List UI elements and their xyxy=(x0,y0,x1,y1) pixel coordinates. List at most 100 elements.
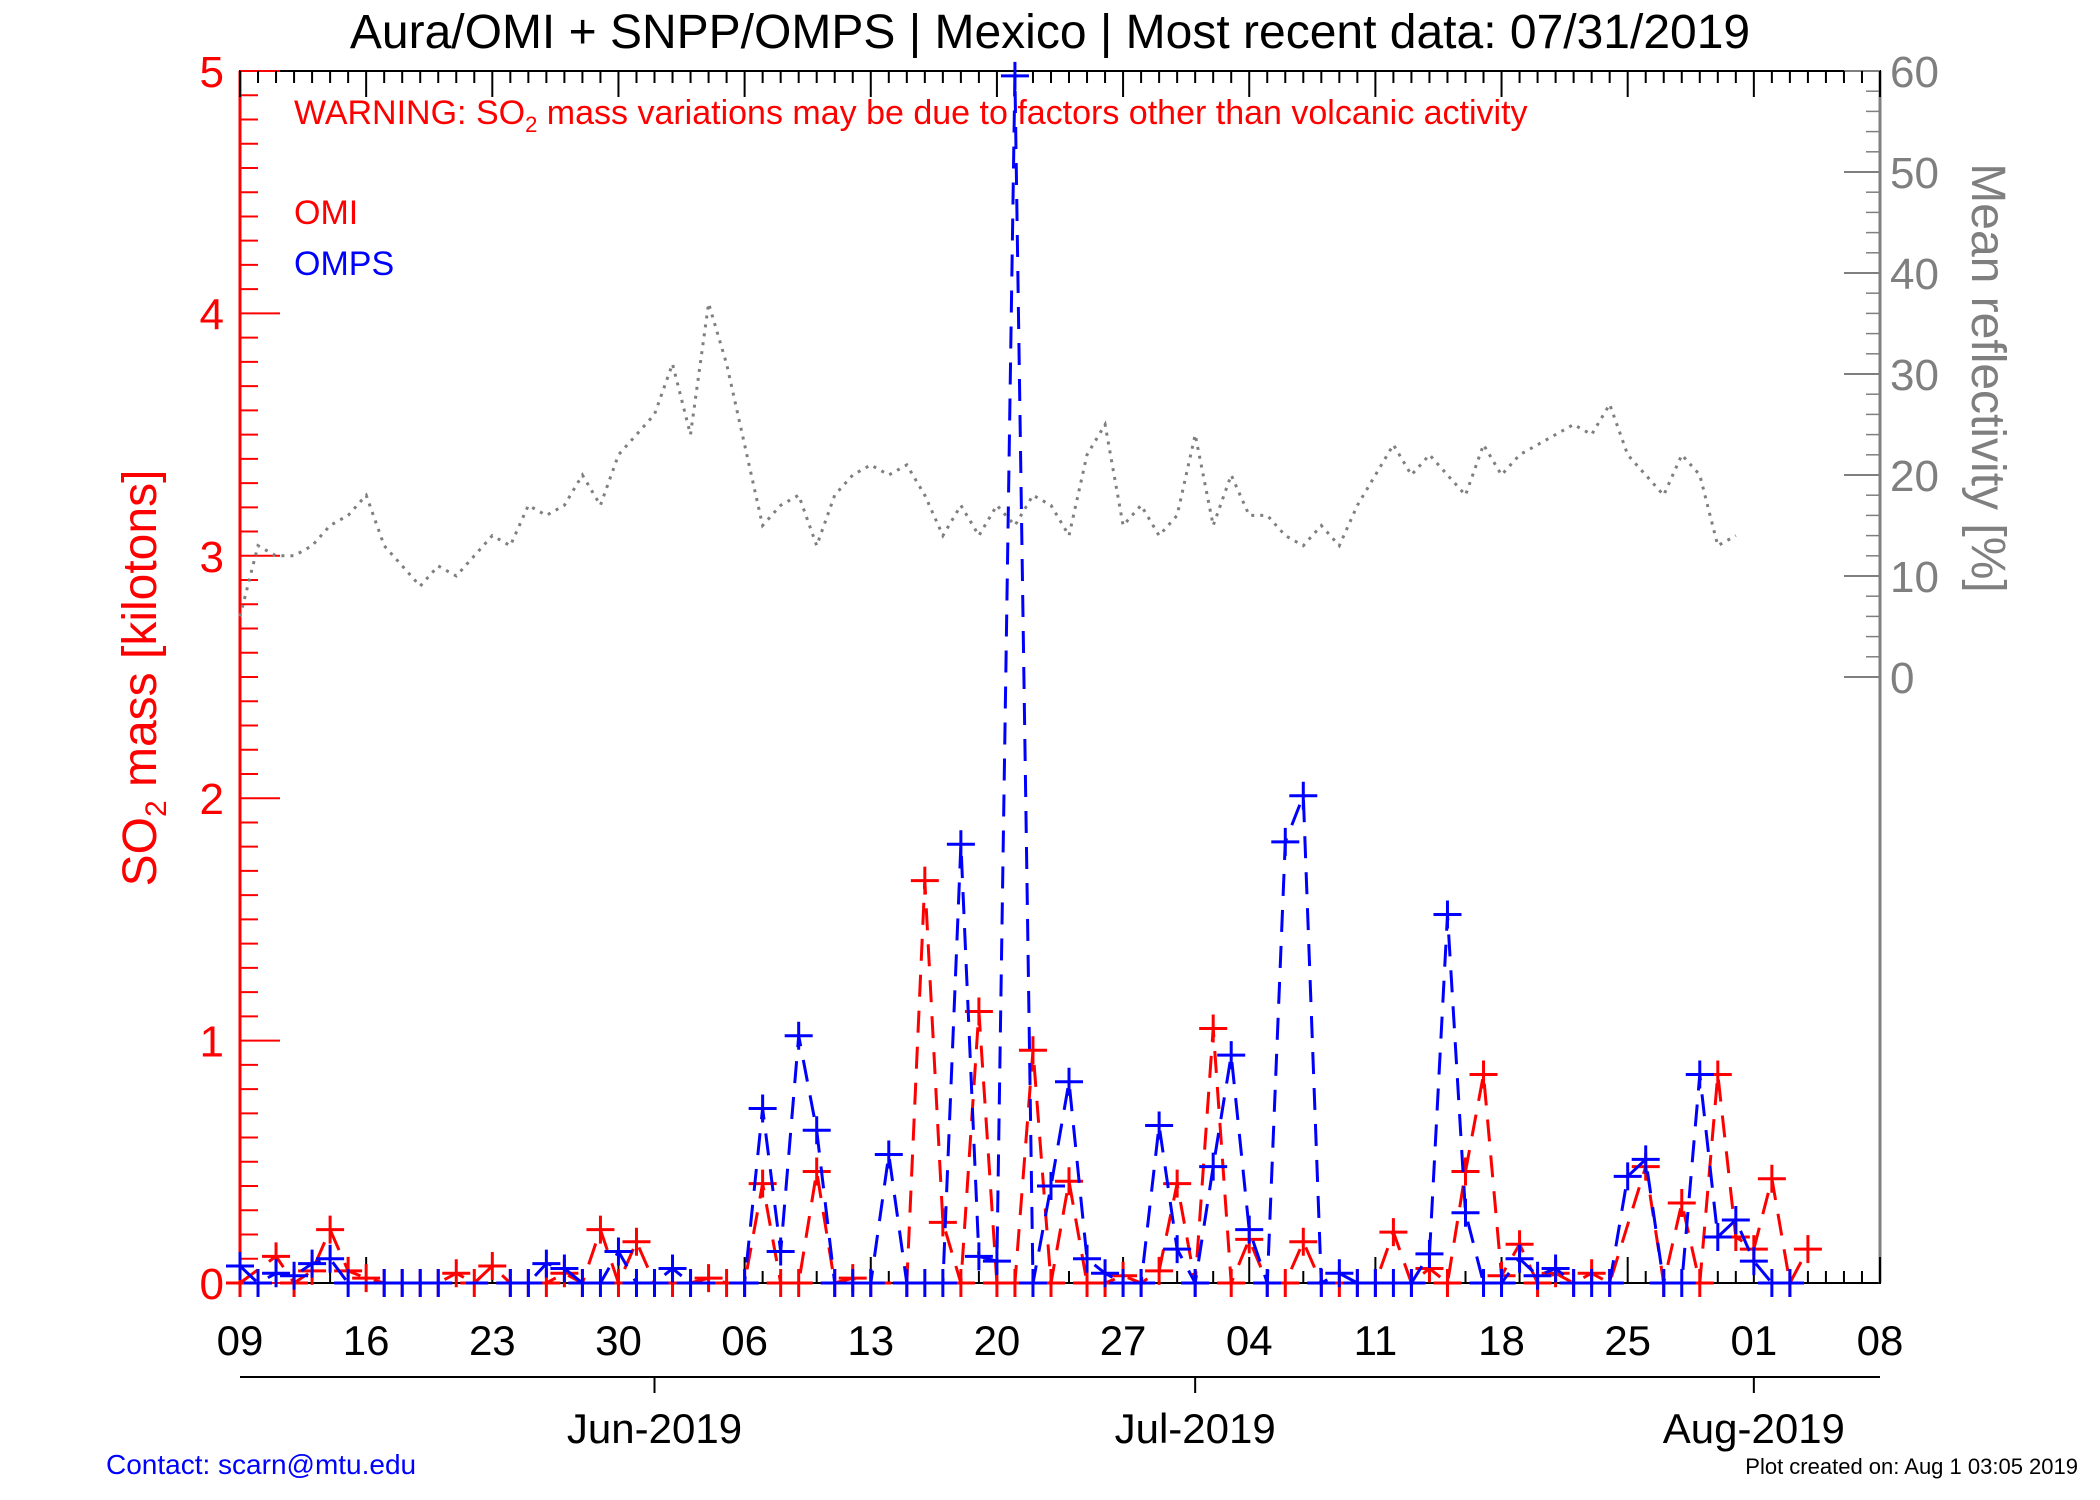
series-reflectivity xyxy=(238,302,1737,617)
data-point-marker xyxy=(1217,1041,1246,1070)
data-point-marker xyxy=(262,1259,291,1288)
data-point-marker xyxy=(1433,900,1462,929)
data-point-marker xyxy=(1739,1247,1768,1276)
data-point-marker xyxy=(1217,1269,1246,1297)
data-point-marker xyxy=(1505,1244,1534,1273)
data-point-marker xyxy=(730,1269,759,1297)
data-point-marker xyxy=(1613,1162,1642,1191)
data-point-marker xyxy=(676,1269,705,1297)
data-point-marker xyxy=(244,1269,273,1297)
data-point-marker xyxy=(982,1247,1011,1276)
data-point-marker xyxy=(1289,1227,1318,1256)
x-tick-label: 08 xyxy=(1857,1317,1904,1364)
data-point-marker xyxy=(1235,1215,1264,1244)
data-point-marker xyxy=(1000,61,1029,90)
data-point-marker xyxy=(640,1269,669,1297)
warning-text: WARNING: SO2 mass variations may be due … xyxy=(294,94,1528,137)
month-axis: Jun-2019 Jul-2019 Aug-2019 xyxy=(240,1376,1880,1452)
data-point-marker xyxy=(1775,1269,1804,1297)
x-tick-label: 06 xyxy=(721,1317,768,1364)
right-tick-label: 10 xyxy=(1890,553,1939,602)
right-tick-label: 40 xyxy=(1890,250,1939,299)
data-point-marker xyxy=(352,1264,381,1293)
left-tick-label: 0 xyxy=(200,1260,224,1309)
x-tick-label: 18 xyxy=(1478,1317,1525,1364)
data-point-marker xyxy=(1541,1254,1570,1283)
data-point-marker xyxy=(316,1215,345,1244)
legend-omi: OMI xyxy=(294,194,358,232)
data-point-marker xyxy=(1703,1222,1732,1251)
x-tick-label: 13 xyxy=(847,1317,894,1364)
data-point-marker xyxy=(1145,1111,1174,1140)
x-tick-label: 16 xyxy=(343,1317,390,1364)
x-tick-label: 25 xyxy=(1604,1317,1651,1364)
left-tick-label: 3 xyxy=(200,533,224,582)
data-point-marker xyxy=(586,1269,615,1297)
data-point-marker xyxy=(298,1249,327,1278)
data-point-marker xyxy=(1451,1198,1480,1227)
data-point-marker xyxy=(1415,1239,1444,1268)
right-tick-label: 50 xyxy=(1890,149,1939,198)
series-layer xyxy=(226,61,1822,1297)
data-point-marker xyxy=(424,1269,453,1297)
data-point-marker xyxy=(1127,1269,1156,1297)
x-tick-label: 20 xyxy=(974,1317,1021,1364)
plot-frame xyxy=(239,70,1881,1284)
data-point-marker xyxy=(856,1269,885,1297)
data-point-marker xyxy=(1018,1269,1047,1297)
x-tick-label: 04 xyxy=(1226,1317,1273,1364)
data-point-marker xyxy=(784,1021,813,1050)
data-point-marker xyxy=(586,1215,615,1244)
contact-link[interactable]: Contact: scarn@mtu.edu xyxy=(106,1449,416,1480)
right-axis: 0 10 20 30 40 50 60 xyxy=(1844,48,1939,1283)
data-point-marker xyxy=(694,1264,723,1293)
data-point-marker xyxy=(1018,1036,1047,1065)
x-tick-label: 09 xyxy=(217,1317,264,1364)
data-point-marker xyxy=(1685,1060,1714,1089)
data-point-marker xyxy=(1631,1145,1660,1174)
data-point-marker xyxy=(1036,1172,1065,1201)
data-point-marker xyxy=(964,1242,993,1271)
data-point-marker xyxy=(1181,1269,1210,1297)
data-point-marker xyxy=(604,1237,633,1266)
data-point-marker xyxy=(1595,1269,1624,1297)
series-omps xyxy=(226,61,1804,1297)
series-omi xyxy=(226,866,1822,1297)
data-point-marker xyxy=(1163,1235,1192,1264)
right-tick-label: 0 xyxy=(1890,654,1914,703)
right-axis-label: Mean reflectivity [%] xyxy=(1961,163,2014,592)
data-point-marker xyxy=(1289,781,1318,810)
data-point-marker xyxy=(658,1254,687,1283)
left-tick-label: 5 xyxy=(200,48,224,97)
right-tick-label: 60 xyxy=(1890,48,1939,97)
data-point-marker xyxy=(1199,1014,1228,1043)
x-tick-label: 30 xyxy=(595,1317,642,1364)
data-point-marker xyxy=(1055,1067,1084,1096)
data-point-marker xyxy=(1397,1269,1426,1297)
series-line-omi xyxy=(239,880,1810,1288)
data-point-marker xyxy=(1469,1060,1498,1089)
created-timestamp: Plot created on: Aug 1 03:05 2019 xyxy=(1745,1454,2078,1479)
data-point-marker xyxy=(1433,1269,1462,1297)
left-tick-label: 4 xyxy=(200,290,224,339)
data-point-marker xyxy=(1091,1259,1120,1288)
x-tick-label: 01 xyxy=(1730,1317,1777,1364)
data-point-marker xyxy=(1199,1152,1228,1181)
data-point-marker xyxy=(1667,1189,1696,1218)
data-point-marker xyxy=(748,1094,777,1123)
data-point-marker xyxy=(226,1252,254,1281)
data-point-marker xyxy=(1307,1269,1336,1297)
data-point-marker xyxy=(802,1116,831,1145)
data-point-marker xyxy=(1523,1261,1552,1290)
x-tick-label: 11 xyxy=(1354,1317,1398,1364)
data-point-marker xyxy=(550,1254,579,1283)
data-point-marker xyxy=(928,1208,957,1237)
data-point-marker xyxy=(514,1269,543,1297)
data-point-marker xyxy=(1145,1256,1174,1285)
data-point-marker xyxy=(1721,1205,1750,1234)
x-tick-label: 23 xyxy=(469,1317,516,1364)
reflectivity-line xyxy=(238,302,1737,617)
data-point-marker xyxy=(766,1237,795,1266)
right-tick-label: 20 xyxy=(1890,452,1939,501)
data-point-marker xyxy=(280,1261,309,1290)
